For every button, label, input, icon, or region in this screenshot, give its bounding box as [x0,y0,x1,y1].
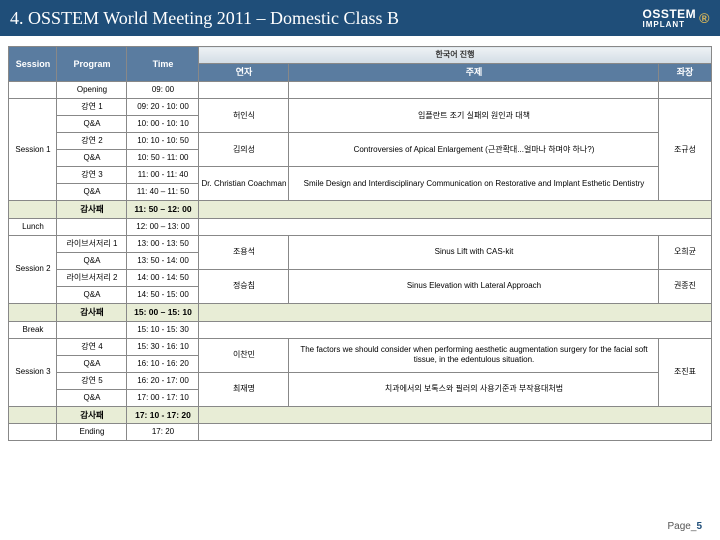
col-time: Time [127,47,199,82]
cell: Smile Design and Interdisciplinary Commu… [289,167,659,201]
cell: 오희균 [659,235,711,269]
cell: Ending [57,424,127,441]
cell: 17: 10 - 17: 20 [127,406,199,424]
table-row: Session 2 라이브서저리 1 13: 00 - 13: 50 조용석 S… [9,235,711,252]
table-row: 강연 3 11: 00 - 11: 40 Dr. Christian Coach… [9,167,711,184]
cell: Opening [57,82,127,99]
logo-mark-icon: ® [699,10,710,26]
cell: Q&A [57,355,127,372]
page-footer: Page_5 [668,521,702,532]
col-group: 한국어 진행 [199,47,711,64]
cell: 11: 40 – 11: 50 [127,184,199,201]
footer-label: Page_ [668,521,697,532]
cell: 11: 00 - 11: 40 [127,167,199,184]
cell: Lunch [9,218,57,235]
cell: 치과에서의 보톡스와 필러의 사용기준과 부작용대처법 [289,372,659,406]
cell: 09: 00 [127,82,199,99]
cell: 조진표 [659,338,711,406]
cell: 12: 00 – 13: 00 [127,218,199,235]
cell: 라이브서저리 2 [57,269,127,286]
row-lunch: Lunch 12: 00 – 13: 00 [9,218,711,235]
cell: 감사패 [57,201,127,219]
cell: 감사패 [57,303,127,321]
cell: Break [9,321,57,338]
cell: 09: 20 - 10: 00 [127,99,199,116]
cell: 11: 50 – 12: 00 [127,201,199,219]
schedule-table: Session Program Time 한국어 진행 연자 주제 좌장 Ope… [8,46,711,441]
cell: 13: 50 - 14: 00 [127,252,199,269]
cell: 조규성 [659,99,711,201]
cell: 15: 00 – 15: 10 [127,303,199,321]
cell: 강연 3 [57,167,127,184]
cell: Q&A [57,150,127,167]
cell: Q&A [57,389,127,406]
row-break: Break 15: 10 - 15: 30 [9,321,711,338]
logo-main: OSSTEM [643,7,697,21]
cell: 16: 20 - 17: 00 [127,372,199,389]
cell: 감사패 [57,406,127,424]
cell: 13: 00 - 13: 50 [127,235,199,252]
cell: 조용석 [199,235,289,269]
cell: 허인식 [199,99,289,133]
row-thanks-2: 감사패 15: 00 – 15: 10 [9,303,711,321]
cell: 강연 1 [57,99,127,116]
cell: 이찬민 [199,338,289,372]
cell: Q&A [57,286,127,303]
cell: Sinus Lift with CAS-kit [289,235,659,269]
cell: 임플란트 조기 실패의 원인과 대책 [289,99,659,133]
cell: 라이브서저리 1 [57,235,127,252]
cell: 권종진 [659,269,711,303]
cell: Dr. Christian Coachman [199,167,289,201]
cell: 강연 4 [57,338,127,355]
cell: 10: 00 - 10: 10 [127,116,199,133]
cell: 최재명 [199,372,289,406]
col-session: Session [9,47,57,82]
cell: 14: 50 - 15: 00 [127,286,199,303]
logo-sub: IMPLANT [643,21,697,29]
col-topic: 주제 [289,64,659,82]
cell: Controversies of Apical Enlargement (근관확… [289,133,659,167]
table-row: 강연 5 16: 20 - 17: 00 최재명 치과에서의 보톡스와 필러의 … [9,372,711,389]
table-row: 강연 2 10: 10 - 10: 50 김의성 Controversies o… [9,133,711,150]
cell: 김의성 [199,133,289,167]
cell: 14: 00 - 14: 50 [127,269,199,286]
cell: 강연 2 [57,133,127,150]
session-1-label: Session 1 [9,99,57,201]
cell: 16: 10 - 16: 20 [127,355,199,372]
cell: 강연 5 [57,372,127,389]
table-row: 라이브서저리 2 14: 00 - 14: 50 정승침 Sinus Eleva… [9,269,711,286]
cell: Sinus Elevation with Lateral Approach [289,269,659,303]
col-speaker: 연자 [199,64,289,82]
col-program: Program [57,47,127,82]
table-row: Session 3 강연 4 15: 30 - 16: 10 이찬민 The f… [9,338,711,355]
row-thanks-3: 감사패 17: 10 - 17: 20 [9,406,711,424]
col-chair: 좌장 [659,64,711,82]
row-thanks-1: 감사패 11: 50 – 12: 00 [9,201,711,219]
cell: 10: 50 - 11: 00 [127,150,199,167]
brand-logo: OSSTEM IMPLANT ® [643,7,711,29]
cell: 17: 00 - 17: 10 [127,389,199,406]
footer-page-number: 5 [696,521,702,532]
row-ending: Ending 17: 20 [9,424,711,441]
cell: 15: 10 - 15: 30 [127,321,199,338]
cell: Q&A [57,116,127,133]
title-bar: 4. OSSTEM World Meeting 2011 – Domestic … [0,0,720,36]
cell: Q&A [57,252,127,269]
header-row-1: Session Program Time 한국어 진행 [9,47,711,64]
page-title: 4. OSSTEM World Meeting 2011 – Domestic … [10,8,399,29]
session-2-label: Session 2 [9,235,57,303]
row-opening: Opening 09: 00 [9,82,711,99]
cell: 10: 10 - 10: 50 [127,133,199,150]
table-row: Session 1 강연 1 09: 20 - 10: 00 허인식 임플란트 … [9,99,711,116]
session-3-label: Session 3 [9,338,57,406]
cell: 17: 20 [127,424,199,441]
cell: Q&A [57,184,127,201]
cell: 15: 30 - 16: 10 [127,338,199,355]
cell: The factors we should consider when perf… [289,338,659,372]
cell: 정승침 [199,269,289,303]
